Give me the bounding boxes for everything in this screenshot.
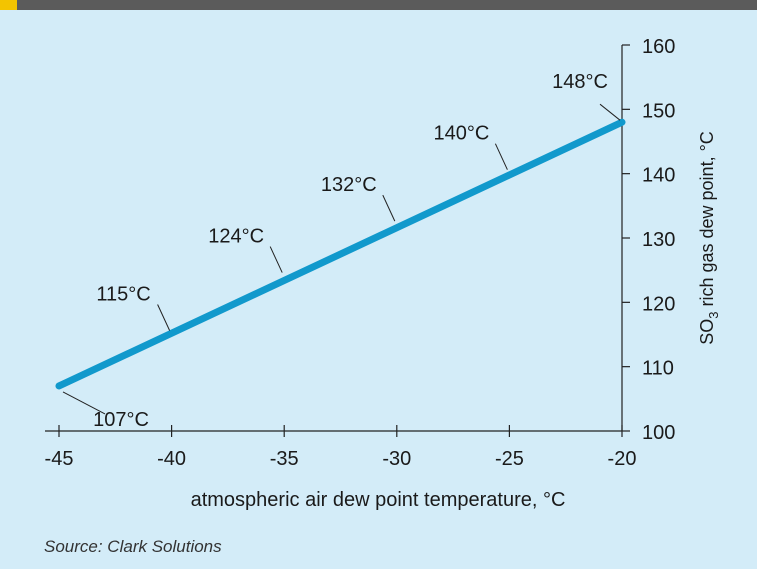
source-note: Source: Clark Solutions xyxy=(44,537,222,556)
x-tick-label: -45 xyxy=(45,448,74,470)
annotation-label: 148°C xyxy=(552,71,608,93)
series-line xyxy=(55,118,626,390)
x-axis-label: atmospheric air dew point temperature, °… xyxy=(191,489,566,511)
annotation-leader xyxy=(157,304,171,331)
annotation-label: 107°C xyxy=(93,409,149,431)
y-tick-label: 130 xyxy=(642,229,675,251)
accent-marker xyxy=(0,0,17,10)
annotation-label: 140°C xyxy=(433,123,489,145)
y-tick-label: 110 xyxy=(642,358,674,380)
y-tick-label: 160 xyxy=(642,36,675,58)
annotation-label: 115°C xyxy=(96,284,150,306)
annotation-leader xyxy=(382,194,396,222)
x-tick-label: -35 xyxy=(270,448,299,470)
annotation-label: 132°C xyxy=(321,174,377,196)
x-tick-label: -25 xyxy=(495,448,524,470)
annotation-leader xyxy=(494,143,508,170)
annotation-label: 124°C xyxy=(208,226,264,248)
x-tick-label: -40 xyxy=(157,448,186,470)
annotation-leader xyxy=(62,391,106,415)
y-tick-label: 140 xyxy=(642,165,675,187)
top-banner xyxy=(0,0,757,10)
y-axis-label: SO3 rich gas dew point, °C xyxy=(697,131,721,345)
annotation-leader xyxy=(599,103,621,121)
x-tick-label: -20 xyxy=(608,448,637,470)
y-tick-label: 150 xyxy=(642,100,675,122)
annotation-leader xyxy=(269,246,283,273)
x-tick-label: -30 xyxy=(382,448,411,470)
y-tick-label: 120 xyxy=(642,293,675,315)
y-tick-label: 100 xyxy=(642,422,675,444)
